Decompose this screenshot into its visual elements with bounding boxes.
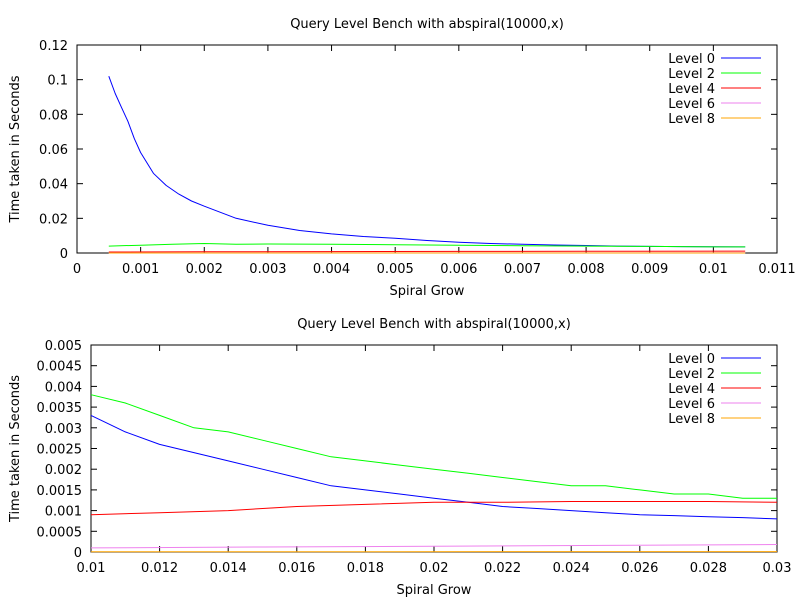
y-tick-label: 0.001 (45, 505, 82, 520)
x-tick-label: 0.005 (377, 262, 414, 277)
x-tick-label: 0.018 (347, 561, 384, 576)
series-line-level-0 (108, 76, 746, 248)
x-tick-label: 0.026 (621, 561, 658, 576)
legend-label: Level 8 (668, 412, 715, 427)
y-tick-label: 0.003 (45, 422, 82, 437)
series-line-level-6 (90, 544, 778, 549)
legend-label: Level 2 (668, 367, 715, 382)
y-tick-label: 0.02 (39, 212, 68, 227)
x-tick-label: 0.009 (631, 262, 668, 277)
y-tick-label: 0.002 (45, 463, 82, 478)
x-tick-label: 0.012 (141, 561, 178, 576)
series-line-level-4 (90, 501, 778, 516)
y-tick-label: 0.005 (45, 339, 82, 354)
chart-1: Query Level Bench with abspiral(10000,x)… (8, 17, 796, 299)
chart-2: Query Level Bench with abspiral(10000,x)… (8, 317, 791, 598)
y-tick-label: 0 (74, 546, 82, 561)
x-tick-label: 0.022 (484, 561, 521, 576)
legend-label: Level 8 (668, 112, 715, 127)
x-tick-label: 0 (73, 262, 81, 277)
x-tick-label: 0.002 (186, 262, 223, 277)
x-tick-label: 0.001 (122, 262, 159, 277)
series-line-level-0 (90, 414, 778, 520)
legend-label: Level 4 (668, 382, 715, 397)
x-tick-label: 0.02 (420, 561, 449, 576)
y-tick-label: 0.0045 (37, 360, 83, 375)
y-axis-label: Time taken in Seconds (8, 75, 23, 223)
y-tick-label: 0.0015 (37, 484, 83, 499)
legend-label: Level 0 (668, 352, 715, 367)
series-line-level-2 (108, 243, 746, 248)
y-tick-label: 0.0035 (37, 401, 83, 416)
y-tick-label: 0.1 (47, 74, 68, 89)
x-tick-label: 0.01 (77, 561, 106, 576)
y-axis-label: Time taken in Seconds (8, 375, 23, 523)
y-tick-label: 0.004 (45, 380, 82, 395)
y-tick-label: 0 (60, 247, 68, 262)
x-tick-label: 0.014 (210, 561, 247, 576)
legend-label: Level 6 (668, 97, 715, 112)
chart-title: Query Level Bench with abspiral(10000,x) (290, 17, 564, 32)
series-line-level-2 (90, 394, 777, 499)
x-tick-label: 0.004 (313, 262, 350, 277)
x-axis-label: Spiral Grow (397, 583, 472, 598)
x-tick-label: 0.006 (440, 262, 477, 277)
y-tick-label: 0.0025 (37, 443, 83, 458)
y-tick-label: 0.12 (39, 39, 68, 54)
legend-label: Level 4 (668, 82, 715, 97)
y-tick-label: 0.04 (39, 178, 68, 193)
x-tick-label: 0.03 (763, 561, 792, 576)
y-tick-label: 0.08 (39, 108, 68, 123)
x-tick-label: 0.028 (690, 561, 727, 576)
x-tick-label: 0.011 (758, 262, 795, 277)
x-tick-label: 0.003 (249, 262, 286, 277)
legend-label: Level 6 (668, 397, 715, 412)
series-line-level-4 (108, 250, 746, 253)
x-tick-label: 0.016 (278, 561, 315, 576)
x-tick-label: 0.024 (553, 561, 590, 576)
y-tick-label: 0.0005 (37, 525, 83, 540)
legend-label: Level 0 (668, 52, 715, 67)
x-axis-label: Spiral Grow (390, 284, 465, 299)
x-tick-label: 0.008 (567, 262, 604, 277)
x-tick-label: 0.007 (504, 262, 541, 277)
legend-label: Level 2 (668, 67, 715, 82)
y-tick-label: 0.06 (39, 143, 68, 158)
chart-title: Query Level Bench with abspiral(10000,x) (297, 317, 571, 332)
x-tick-label: 0.01 (699, 262, 728, 277)
